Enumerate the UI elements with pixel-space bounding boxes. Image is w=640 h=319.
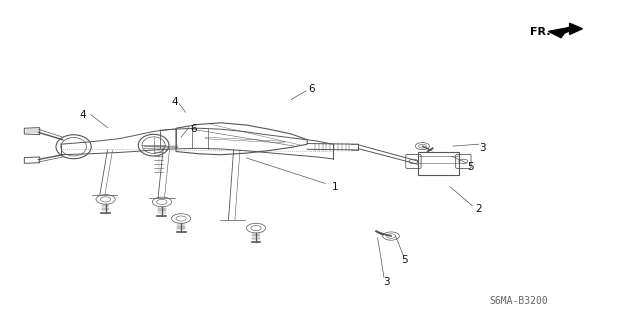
Text: 6: 6	[191, 124, 197, 134]
FancyArrow shape	[548, 28, 568, 38]
Text: 4: 4	[172, 97, 178, 107]
Text: 4: 4	[79, 110, 86, 120]
Text: 5: 5	[467, 162, 474, 173]
Polygon shape	[559, 23, 582, 35]
Text: S6MA-B3200: S6MA-B3200	[489, 296, 548, 307]
Text: 1: 1	[332, 182, 338, 192]
Text: FR.: FR.	[530, 27, 550, 37]
Text: 3: 3	[383, 277, 389, 287]
Text: 5: 5	[401, 255, 408, 265]
Text: 3: 3	[479, 143, 485, 153]
Text: 2: 2	[475, 204, 481, 214]
Text: 6: 6	[308, 84, 315, 94]
